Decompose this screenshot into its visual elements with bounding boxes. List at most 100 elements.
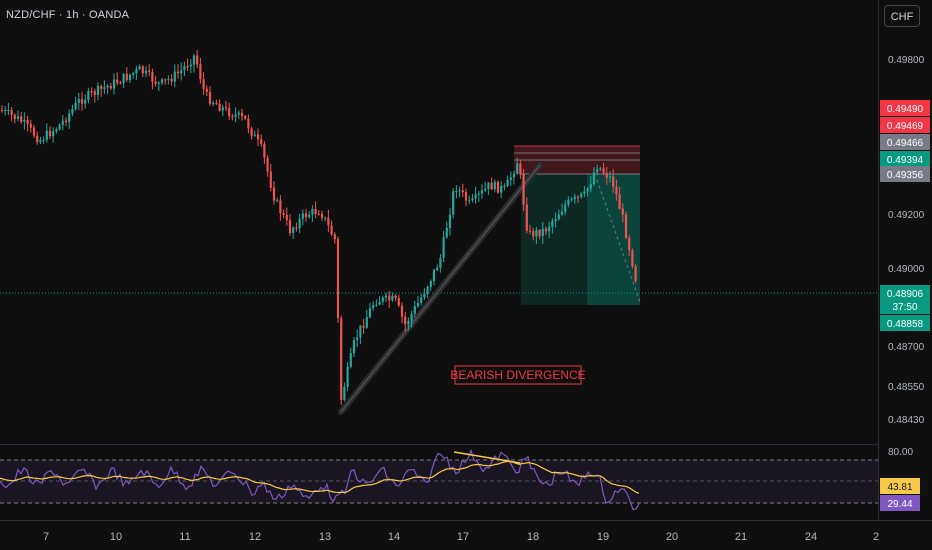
candle-body [141, 66, 144, 74]
candle-body [516, 163, 519, 174]
candle-body [218, 103, 221, 111]
bearish-divergence-annotation[interactable]: BEARISH DIVERGENCE [450, 365, 586, 385]
candle-body [368, 308, 372, 318]
candle-body [576, 196, 580, 198]
candle-body [279, 200, 282, 214]
candle-body [327, 217, 330, 226]
currency-button[interactable]: CHF [884, 5, 920, 27]
price-badge: 0.49490 [887, 104, 924, 115]
candle-body [346, 366, 349, 388]
candle-body [506, 179, 509, 186]
candle-body [480, 190, 484, 194]
price-axis[interactable]: 0.49800 0.49200 0.49000 0.48700 0.48550 … [888, 55, 925, 426]
candle-body [628, 237, 631, 251]
rsi-panel[interactable] [0, 448, 878, 511]
candle-body [0, 110, 4, 111]
candle-body [138, 66, 141, 70]
candle-body [183, 66, 186, 71]
badge-bg-4 [880, 166, 930, 182]
price-badges: 0.49490 0.49469 0.49466 0.49394 0.49356 … [880, 100, 930, 511]
candle-body [618, 194, 621, 209]
rsi-upper-label: 80.00 [888, 447, 913, 458]
candle-body [106, 85, 109, 88]
candle-body [180, 70, 183, 74]
candle-body [410, 313, 413, 322]
symbol-title: NZD/CHF · 1h · OANDA [6, 9, 130, 21]
price-badge: 0.49356 [887, 170, 924, 181]
candle-body [477, 193, 480, 195]
candle-body [535, 230, 538, 237]
candle-body [452, 191, 455, 215]
time-tick: 10 [110, 531, 122, 543]
candle-body [173, 71, 176, 82]
candle-body [96, 86, 100, 95]
candle-body [525, 204, 528, 231]
time-axis[interactable]: 7 10 11 12 13 14 17 18 19 20 21 24 2 [43, 531, 879, 543]
candle-body [256, 134, 260, 140]
candle-body [461, 190, 464, 193]
candle-body [484, 188, 487, 191]
candle-body [586, 188, 589, 192]
candle-body [416, 302, 420, 307]
candle-body [464, 192, 468, 201]
candle-body [170, 78, 173, 82]
candle-body [7, 109, 10, 111]
candle-body [589, 183, 592, 189]
trendline[interactable] [338, 162, 543, 415]
candle-body [237, 112, 240, 115]
candle-body [490, 182, 493, 190]
candle-body [285, 214, 288, 221]
candle-body [336, 239, 340, 319]
rsi-badge-2 [880, 495, 920, 511]
candle-body [400, 305, 404, 317]
candle-body [58, 124, 61, 130]
price-badge: 0.49394 [887, 155, 924, 166]
candle-body [413, 306, 416, 314]
candle-body [605, 172, 608, 178]
candle-body [551, 221, 554, 227]
time-tick: 24 [805, 531, 817, 543]
rsi-value-2: 29.44 [887, 499, 912, 510]
candle-body [381, 297, 384, 302]
time-tick: 19 [597, 531, 609, 543]
candle-body [176, 71, 180, 74]
candle-body [128, 74, 132, 80]
candle-body [48, 130, 52, 137]
candle-body [61, 120, 64, 125]
candle-body [544, 228, 548, 232]
candle-body [487, 182, 490, 189]
candle-body [247, 118, 250, 129]
candle-body [132, 73, 135, 75]
candle-body [397, 297, 400, 306]
time-tick: 13 [319, 531, 331, 543]
candle-body [32, 127, 36, 136]
rsi-divergence-line [453, 451, 521, 464]
candle-body [388, 295, 391, 301]
candle-body [276, 200, 279, 202]
candle-body [317, 214, 320, 216]
candle-body [375, 304, 378, 306]
candle-body [340, 318, 343, 400]
candle-body [20, 116, 23, 122]
candle-body [39, 140, 42, 143]
short-position-tool[interactable] [514, 145, 641, 305]
candle-body [154, 81, 157, 84]
candle-body [314, 208, 317, 215]
candle-body [224, 107, 228, 109]
candle-body [557, 214, 560, 220]
candle-body [445, 228, 448, 238]
candle-body [269, 171, 272, 188]
badge-bg-1 [880, 117, 930, 133]
candle-body [567, 199, 570, 205]
candle-body [164, 79, 167, 81]
candle-body [84, 99, 87, 104]
candle-body [512, 173, 516, 178]
candle-body [157, 82, 160, 84]
candle-body [372, 304, 375, 309]
candle-body [442, 237, 445, 258]
candle-body [260, 139, 263, 144]
price-badge: 0.49469 [887, 121, 924, 132]
candle-body [570, 199, 573, 201]
candle-body [391, 295, 394, 301]
